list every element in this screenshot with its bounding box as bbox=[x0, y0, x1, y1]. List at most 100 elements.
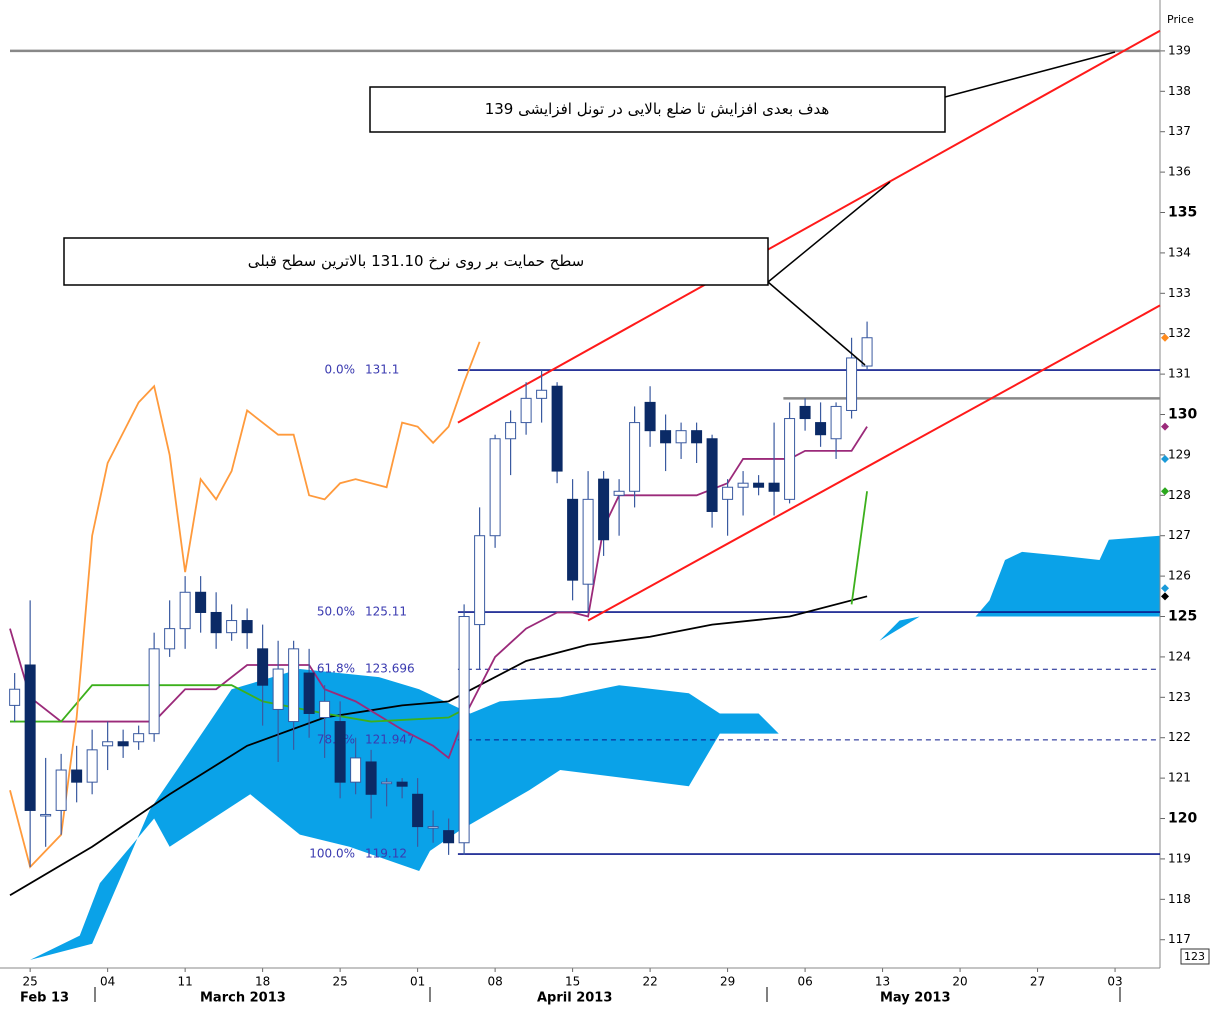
candle-body bbox=[195, 591, 207, 613]
x-tick-label: 15 bbox=[565, 975, 580, 989]
candle-body bbox=[9, 688, 21, 706]
annotation-box bbox=[369, 86, 946, 133]
x-tick-label: 13 bbox=[875, 975, 890, 989]
price-marker bbox=[1161, 584, 1169, 593]
x-tick-label: 22 bbox=[642, 975, 657, 989]
candle-body bbox=[272, 668, 284, 710]
candle-body bbox=[567, 498, 579, 581]
month-label: Feb 13 bbox=[20, 991, 69, 1006]
fib-value: 131.1 bbox=[365, 363, 399, 377]
y-tick-label: 121 bbox=[1168, 771, 1191, 785]
candle-body bbox=[412, 793, 424, 828]
candle-body bbox=[799, 405, 811, 420]
candle-body bbox=[288, 648, 300, 723]
y-tick-label: 138 bbox=[1168, 84, 1191, 98]
annotation-connector bbox=[767, 181, 891, 283]
y-tick-label: 130 bbox=[1168, 407, 1197, 423]
candle-body bbox=[846, 357, 858, 411]
candle-body bbox=[861, 337, 873, 367]
indicator-line bbox=[9, 341, 481, 869]
candle-body bbox=[24, 664, 36, 811]
candle-body bbox=[474, 535, 486, 626]
candle-body bbox=[706, 438, 718, 512]
trendline bbox=[457, 29, 1161, 424]
candle-body bbox=[164, 628, 176, 650]
annotation-box bbox=[63, 237, 769, 286]
candle-body bbox=[737, 482, 749, 488]
month-label: March 2013 bbox=[200, 991, 286, 1006]
candle-body bbox=[396, 781, 408, 787]
y-tick-label: 122 bbox=[1168, 730, 1191, 744]
candle-body bbox=[675, 430, 687, 444]
price-marker bbox=[1161, 333, 1169, 342]
fib-value: 125.11 bbox=[365, 605, 407, 619]
x-tick-label: 18 bbox=[255, 975, 270, 989]
y-tick-label: 120 bbox=[1168, 811, 1197, 827]
candle-body bbox=[830, 405, 842, 440]
candle-body bbox=[71, 769, 83, 783]
annotation: سطح حمایت بر روی نرخ 131.10 بالاترین سطح… bbox=[248, 252, 585, 270]
candle-body bbox=[443, 830, 455, 844]
fib-percent: 61.8% bbox=[317, 662, 355, 676]
candle-body bbox=[520, 397, 532, 424]
candle-body bbox=[629, 422, 641, 492]
fib-percent: 50.0% bbox=[317, 605, 355, 619]
candle-body bbox=[319, 700, 331, 719]
candle-body bbox=[179, 591, 191, 630]
price-marker bbox=[1161, 422, 1169, 431]
x-tick-label: 20 bbox=[952, 975, 967, 989]
candle-body bbox=[40, 813, 52, 817]
candle-body bbox=[241, 620, 253, 634]
y-tick-label: 129 bbox=[1168, 447, 1191, 461]
fib-value: 121.947 bbox=[365, 732, 415, 746]
y-tick-label: 128 bbox=[1168, 488, 1191, 502]
y-tick-label: 117 bbox=[1168, 932, 1191, 946]
candle-body bbox=[458, 616, 470, 844]
y-tick-label: 123 bbox=[1168, 690, 1191, 704]
candle-body bbox=[722, 486, 734, 500]
candle-body bbox=[148, 648, 160, 735]
annotation-connector bbox=[767, 281, 866, 366]
price-marker bbox=[1161, 487, 1169, 496]
candle-body bbox=[489, 438, 501, 537]
candle-body bbox=[505, 422, 517, 440]
candle-body bbox=[768, 482, 780, 492]
x-tick-label: 03 bbox=[1107, 975, 1122, 989]
candle-body bbox=[55, 769, 67, 811]
candle-body bbox=[365, 761, 377, 795]
candle-body bbox=[133, 733, 145, 743]
candle-body bbox=[753, 482, 765, 488]
candle-body bbox=[226, 620, 238, 634]
y-tick-label: 131 bbox=[1168, 367, 1191, 381]
x-tick-label: 25 bbox=[332, 975, 347, 989]
candle-body bbox=[334, 721, 346, 783]
month-label: April 2013 bbox=[537, 991, 612, 1006]
badge-box bbox=[1180, 948, 1210, 965]
price-marker bbox=[1161, 454, 1169, 463]
ichimoku-cloud bbox=[30, 535, 1161, 960]
y-tick-label: 137 bbox=[1168, 124, 1191, 138]
y-tick-label: 132 bbox=[1168, 326, 1191, 340]
y-tick-label: 136 bbox=[1168, 165, 1191, 179]
fib-percent: 0.0% bbox=[325, 363, 356, 377]
candle-body bbox=[303, 672, 315, 714]
candle-body bbox=[102, 741, 114, 747]
x-tick-label: 01 bbox=[410, 975, 425, 989]
y-tick-label: 119 bbox=[1168, 851, 1191, 865]
x-tick-label: 11 bbox=[177, 975, 192, 989]
candle-body bbox=[660, 430, 672, 444]
fib-value: 119.12 bbox=[365, 847, 407, 861]
candle-body bbox=[427, 826, 439, 829]
candle-body bbox=[536, 389, 548, 399]
candle-body bbox=[117, 741, 129, 747]
y-tick-label: 118 bbox=[1168, 892, 1191, 906]
candle-body bbox=[210, 611, 222, 634]
candle-body bbox=[350, 757, 362, 783]
candle-body bbox=[86, 749, 98, 783]
candle-body bbox=[644, 401, 656, 432]
x-tick-label: 04 bbox=[100, 975, 115, 989]
badge: 123 bbox=[1184, 950, 1205, 963]
indicator-line bbox=[850, 491, 868, 605]
x-tick-label: 06 bbox=[797, 975, 812, 989]
